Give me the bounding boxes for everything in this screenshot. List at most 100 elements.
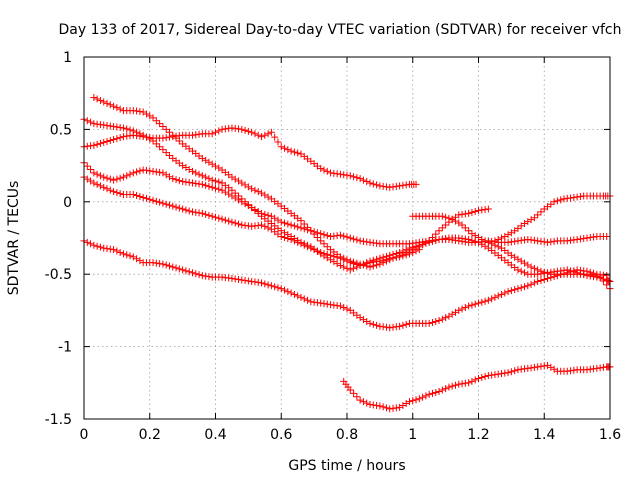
data-point-marker — [261, 280, 269, 288]
data-point-marker — [100, 138, 108, 146]
data-point-marker — [451, 217, 459, 225]
data-point-marker — [113, 104, 121, 112]
data-point-marker — [336, 262, 344, 270]
data-point-marker — [511, 253, 519, 261]
data-point-marker — [119, 173, 127, 181]
data-point-marker — [156, 143, 164, 151]
data-point-marker — [356, 262, 364, 270]
data-point-marker — [113, 189, 121, 197]
data-point-marker — [373, 181, 381, 189]
data-point-marker — [116, 248, 124, 256]
data-point-marker — [185, 165, 193, 173]
data-point-marker — [133, 255, 141, 263]
data-point-marker — [208, 183, 216, 191]
data-point-marker — [350, 389, 358, 397]
data-point-marker — [83, 175, 91, 183]
data-point-marker — [251, 206, 259, 214]
data-point-marker — [96, 243, 104, 251]
data-point-marker — [218, 186, 226, 194]
data-point-marker — [553, 272, 561, 280]
data-point-marker — [488, 295, 496, 303]
data-point-marker — [87, 118, 95, 126]
data-point-marker — [136, 167, 144, 175]
data-point-marker — [139, 193, 147, 201]
data-point-marker — [399, 401, 407, 409]
data-point-marker — [468, 208, 476, 216]
data-point-marker — [264, 281, 272, 289]
data-point-marker — [281, 219, 289, 227]
data-point-marker — [320, 240, 328, 248]
data-point-marker — [514, 255, 522, 263]
data-point-marker — [159, 123, 167, 131]
data-point-marker — [212, 128, 219, 136]
data-point-marker — [274, 216, 282, 224]
data-point-marker — [336, 254, 344, 262]
y-tick-label: -0.5 — [45, 267, 72, 283]
data-point-marker — [281, 144, 289, 152]
data-point-marker — [87, 165, 95, 173]
data-point-marker — [241, 200, 249, 208]
data-point-marker — [258, 221, 266, 229]
data-point-marker — [126, 252, 134, 260]
data-point-marker — [425, 319, 433, 327]
x-tick-label: 0.6 — [270, 427, 292, 443]
data-point-marker — [287, 235, 295, 243]
data-point-marker — [396, 322, 404, 330]
data-point-marker — [550, 273, 558, 281]
data-point-marker — [103, 185, 111, 193]
data-point-marker — [461, 304, 469, 312]
data-point-marker — [435, 317, 443, 325]
data-point-marker — [106, 101, 114, 109]
data-point-marker — [481, 237, 489, 245]
data-point-marker — [221, 188, 229, 196]
data-point-marker — [294, 223, 302, 231]
data-point-marker — [343, 233, 351, 241]
data-point-marker — [116, 190, 124, 198]
data-point-marker — [310, 228, 318, 236]
data-point-marker — [208, 160, 216, 168]
data-point-marker — [261, 210, 269, 218]
data-point-marker — [212, 184, 219, 192]
data-point-marker — [405, 398, 413, 406]
data-point-marker — [110, 246, 118, 254]
data-point-marker — [126, 170, 134, 178]
data-point-marker — [142, 194, 150, 202]
data-point-marker — [271, 283, 279, 291]
data-point-marker — [300, 225, 308, 233]
data-point-marker — [471, 300, 479, 308]
data-point-marker — [83, 162, 91, 170]
data-point-marker — [323, 232, 331, 240]
data-point-marker — [231, 194, 239, 202]
data-point-marker — [547, 363, 555, 371]
data-point-marker — [129, 253, 137, 261]
data-point-marker — [534, 211, 542, 219]
data-point-marker — [412, 396, 420, 404]
data-point-marker — [363, 318, 371, 326]
data-point-marker — [478, 298, 486, 306]
data-point-marker — [494, 292, 502, 300]
data-point-marker — [238, 125, 246, 133]
data-point-marker — [484, 296, 492, 304]
x-tick-label: 1.4 — [533, 427, 555, 443]
data-point-marker — [317, 248, 325, 256]
data-point-marker — [215, 185, 223, 193]
data-point-marker — [346, 234, 354, 242]
data-point-marker — [228, 218, 236, 226]
data-point-marker — [146, 195, 154, 203]
data-point-marker — [225, 190, 233, 198]
data-point-marker — [152, 197, 160, 205]
data-point-marker — [159, 169, 167, 177]
data-point-marker — [251, 186, 259, 194]
data-point-marker — [235, 220, 243, 228]
data-point-marker — [399, 252, 407, 260]
data-point-marker — [146, 112, 154, 120]
data-point-marker — [212, 162, 219, 170]
data-point-marker — [369, 180, 377, 188]
data-point-marker — [254, 207, 262, 215]
data-point-marker — [468, 301, 476, 309]
data-point-marker — [149, 114, 157, 122]
data-point-marker — [248, 128, 256, 136]
data-point-marker — [254, 131, 262, 139]
series-5 — [80, 173, 423, 270]
data-point-marker — [244, 183, 252, 191]
